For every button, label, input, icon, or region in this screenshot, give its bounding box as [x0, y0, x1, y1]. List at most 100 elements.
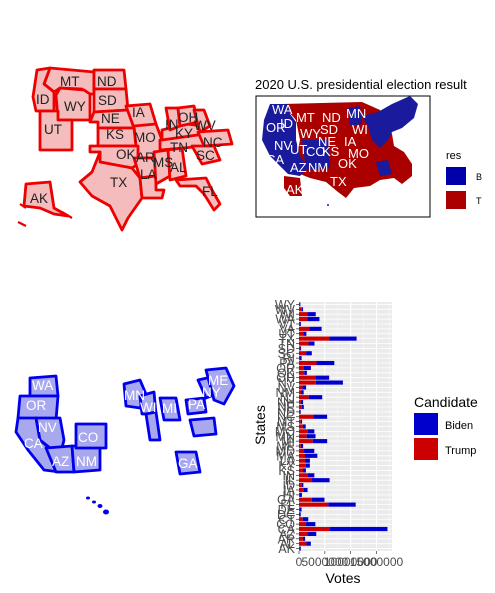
bar-trump-ms: [299, 424, 303, 429]
bar-trump-mn: [299, 434, 307, 439]
bar-trump-wv: [299, 307, 302, 312]
y-tick-label-md: MD: [276, 444, 295, 458]
legend-key-biden: [414, 413, 438, 435]
trump-label-ky: KY: [175, 126, 193, 141]
trump-label-ar: AR: [136, 150, 155, 165]
y-tick-label-ma: MA: [276, 449, 295, 463]
bar-trump-ia: [299, 487, 304, 493]
bar-trump-ca: [299, 526, 331, 532]
y-tick-label-wa: WA: [275, 313, 295, 327]
bar-trump-la: [299, 458, 306, 463]
y-tick-label-tn: TN: [278, 337, 295, 351]
bar-trump-nh: [299, 400, 301, 405]
map-state-nc: [196, 128, 234, 148]
bar-biden-ar: [302, 536, 306, 541]
y-tick-label-hi: HI: [283, 488, 296, 502]
trump-label-fl: FL: [202, 184, 218, 199]
y-tick-label-sd: SD: [278, 342, 295, 356]
biden-label-ga: GA: [178, 456, 198, 471]
x-axis-label: Votes: [325, 570, 360, 586]
inset-label-ak: AK: [286, 182, 304, 197]
trump-label-oh: OH: [178, 110, 198, 125]
inset-label-nd: ND: [322, 110, 341, 125]
bar-biden-dc: [299, 512, 301, 517]
hawaii-island: [86, 496, 90, 500]
inset-label-ut: UT: [290, 142, 307, 157]
bar-biden-ga: [311, 497, 325, 502]
inset-blue-northeast: [362, 96, 418, 148]
inset-label-wy: WY: [300, 126, 321, 141]
inset-red-ak: [284, 176, 302, 196]
inset-label-mt: MT: [296, 110, 315, 125]
bar-trump-sc: [299, 351, 307, 356]
y-tick-label-ak: AK: [278, 542, 295, 556]
bar-biden-va: [309, 326, 322, 331]
trump-label-ok: OK: [116, 147, 136, 162]
bar-biden-ia: [303, 487, 308, 493]
y-tick-label-me: ME: [276, 440, 295, 454]
y-tick-label-ct: CT: [278, 513, 295, 527]
legend-title: Candidate: [414, 394, 478, 410]
trump-label-sc: SC: [196, 148, 215, 163]
inset-label-ca: CA: [266, 152, 284, 167]
bar-biden-ky: [305, 463, 310, 468]
trump-label-nc: NC: [203, 135, 223, 150]
bar-trump-az: [299, 531, 308, 536]
trump-label-ak: AK: [30, 191, 48, 206]
bar-trump-ga: [299, 497, 312, 502]
bar-trump-de: [299, 507, 301, 512]
y-tick-label-pa: PA: [279, 357, 295, 371]
map-state-wv: [192, 108, 212, 134]
inset-legend-key-trump: [446, 191, 466, 209]
y-tick-label-nm: NM: [276, 386, 295, 400]
y-tick-label-sc: SC: [278, 347, 295, 361]
y-tick-label-wy: WY: [275, 298, 296, 312]
bar-biden-mn: [306, 434, 316, 439]
bar-biden-pa: [316, 360, 335, 366]
inset-label-co: CO: [306, 144, 326, 159]
inset-label-id: ID: [280, 116, 293, 131]
biden-label-pa: PA: [188, 397, 205, 412]
bar-trump-nd: [299, 409, 301, 414]
bar-biden-nj: [308, 395, 323, 400]
candidate-legend: Candidate Biden Trump: [414, 394, 478, 460]
bar-trump-oh: [299, 375, 316, 380]
bar-biden-sd: [300, 346, 302, 351]
bar-biden-de: [300, 507, 302, 512]
bar-biden-wv: [301, 307, 304, 312]
bar-trump-wi: [299, 312, 308, 317]
bar-trump-ok: [299, 370, 305, 375]
y-tick-label-ks: KS: [278, 464, 295, 478]
y-tick-label-oh: OH: [276, 371, 295, 385]
bar-biden-wi: [307, 312, 316, 317]
map-state-pa: [184, 396, 208, 416]
y-axis-label: States: [252, 405, 268, 445]
bar-biden-sc: [306, 351, 312, 356]
election-inset-panel: 2020 U.S. presidential election result W…: [255, 77, 482, 218]
bar-biden-in: [307, 473, 315, 478]
inset-legend-label-t: T: [476, 196, 482, 206]
bar-trump-sd: [299, 346, 301, 351]
bar-trump-nj: [299, 395, 309, 400]
trump-label-in: IN: [165, 117, 179, 132]
bar-trump-ky: [299, 463, 306, 468]
inset-legend-label-b: B: [476, 172, 482, 182]
biden-label-nm: NM: [76, 454, 97, 469]
map-state-fl: [174, 176, 222, 212]
trump-label-ks: KS: [106, 127, 124, 142]
bar-biden-oh: [315, 375, 330, 380]
biden-label-me: ME: [208, 373, 228, 388]
biden-label-az: AZ: [52, 454, 69, 469]
bar-trump-wy: [299, 302, 301, 307]
bar-biden-mt: [300, 419, 303, 424]
y-tick-label-mt: MT: [277, 415, 295, 429]
bar-biden-ok: [304, 370, 307, 375]
bar-biden-az: [307, 531, 317, 536]
bar-trump-ri: [299, 356, 301, 361]
legend-label-trump: Trump: [445, 445, 476, 457]
